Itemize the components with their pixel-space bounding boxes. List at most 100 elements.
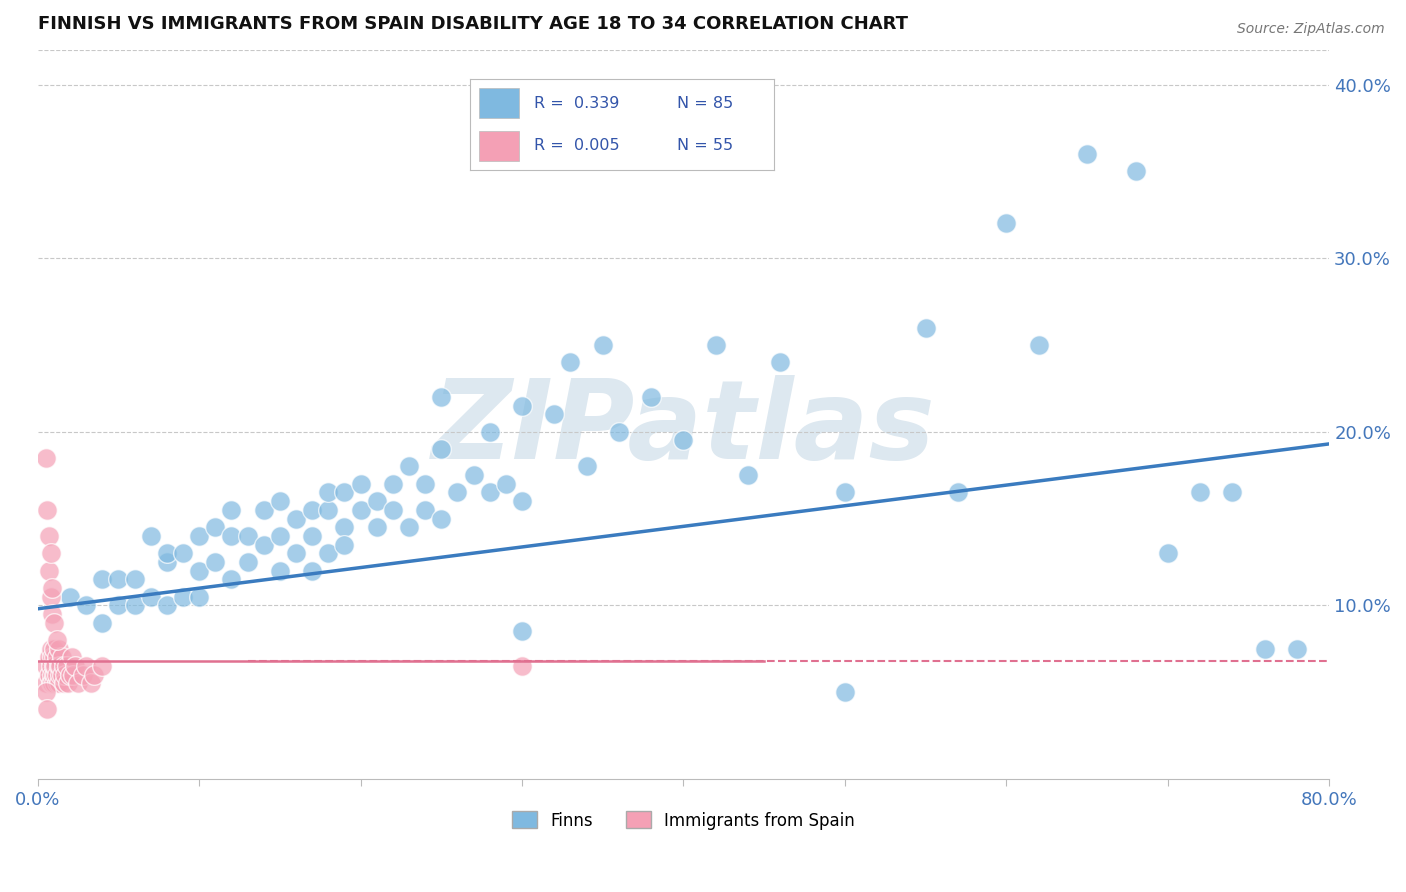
Legend: Finns, Immigrants from Spain: Finns, Immigrants from Spain xyxy=(505,805,862,836)
Point xyxy=(42,667,65,681)
Point xyxy=(575,459,598,474)
Point xyxy=(236,555,259,569)
Point xyxy=(49,667,72,681)
Point xyxy=(38,650,60,665)
Point xyxy=(316,503,339,517)
Point xyxy=(67,676,90,690)
Point xyxy=(41,676,63,690)
Point xyxy=(124,572,146,586)
Point xyxy=(316,546,339,560)
Point xyxy=(48,641,70,656)
Point xyxy=(139,590,162,604)
Point xyxy=(834,685,856,699)
Point xyxy=(41,667,63,681)
Point xyxy=(49,659,72,673)
Point xyxy=(349,503,371,517)
Point xyxy=(44,659,66,673)
Point xyxy=(1189,485,1212,500)
Point xyxy=(37,503,59,517)
Point xyxy=(38,667,60,681)
Point xyxy=(253,503,276,517)
Point xyxy=(333,485,356,500)
Point xyxy=(75,599,97,613)
Point xyxy=(672,434,695,448)
Point xyxy=(413,503,436,517)
Point xyxy=(333,520,356,534)
Point xyxy=(398,459,420,474)
Point xyxy=(46,667,69,681)
Point xyxy=(48,659,70,673)
Point xyxy=(1253,641,1275,656)
Point xyxy=(188,590,211,604)
Point xyxy=(301,564,323,578)
Point xyxy=(316,485,339,500)
Point xyxy=(91,615,114,630)
Point xyxy=(204,520,226,534)
Point xyxy=(41,607,63,621)
Point xyxy=(52,659,75,673)
Point xyxy=(1028,338,1050,352)
Point xyxy=(42,650,65,665)
Point xyxy=(366,520,388,534)
Text: FINNISH VS IMMIGRANTS FROM SPAIN DISABILITY AGE 18 TO 34 CORRELATION CHART: FINNISH VS IMMIGRANTS FROM SPAIN DISABIL… xyxy=(38,15,908,33)
Point xyxy=(510,659,533,673)
Point xyxy=(107,572,129,586)
Point xyxy=(430,390,453,404)
Point xyxy=(221,503,243,517)
Point xyxy=(640,390,662,404)
Point xyxy=(704,338,727,352)
Point xyxy=(543,408,565,422)
Point xyxy=(430,442,453,456)
Point xyxy=(37,702,59,716)
Point xyxy=(1222,485,1244,500)
Point xyxy=(366,494,388,508)
Point xyxy=(478,485,501,500)
Point xyxy=(333,538,356,552)
Point xyxy=(413,476,436,491)
Point xyxy=(269,529,291,543)
Point xyxy=(107,599,129,613)
Point xyxy=(59,667,82,681)
Point xyxy=(269,494,291,508)
Point xyxy=(35,450,58,465)
Point xyxy=(1076,147,1098,161)
Point xyxy=(269,564,291,578)
Point xyxy=(510,494,533,508)
Point xyxy=(995,216,1018,230)
Text: ZIPatlas: ZIPatlas xyxy=(432,376,935,483)
Point xyxy=(48,676,70,690)
Point xyxy=(914,320,936,334)
Point xyxy=(55,659,77,673)
Point xyxy=(446,485,468,500)
Point xyxy=(834,485,856,500)
Point xyxy=(46,676,69,690)
Point xyxy=(172,546,194,560)
Point xyxy=(35,685,58,699)
Point xyxy=(35,659,58,673)
Point xyxy=(737,468,759,483)
Point xyxy=(381,503,404,517)
Point xyxy=(52,676,75,690)
Point xyxy=(510,399,533,413)
Point xyxy=(124,599,146,613)
Point xyxy=(1125,164,1147,178)
Point xyxy=(38,564,60,578)
Point xyxy=(463,468,485,483)
Point xyxy=(51,667,73,681)
Point xyxy=(42,641,65,656)
Point xyxy=(60,650,83,665)
Point xyxy=(253,538,276,552)
Text: Source: ZipAtlas.com: Source: ZipAtlas.com xyxy=(1237,22,1385,37)
Point xyxy=(301,503,323,517)
Point xyxy=(58,676,80,690)
Point xyxy=(381,476,404,491)
Point xyxy=(139,529,162,543)
Point xyxy=(51,650,73,665)
Point xyxy=(1157,546,1180,560)
Point xyxy=(44,667,66,681)
Point xyxy=(39,590,62,604)
Point xyxy=(46,633,69,648)
Point xyxy=(592,338,614,352)
Point xyxy=(156,555,179,569)
Point xyxy=(204,555,226,569)
